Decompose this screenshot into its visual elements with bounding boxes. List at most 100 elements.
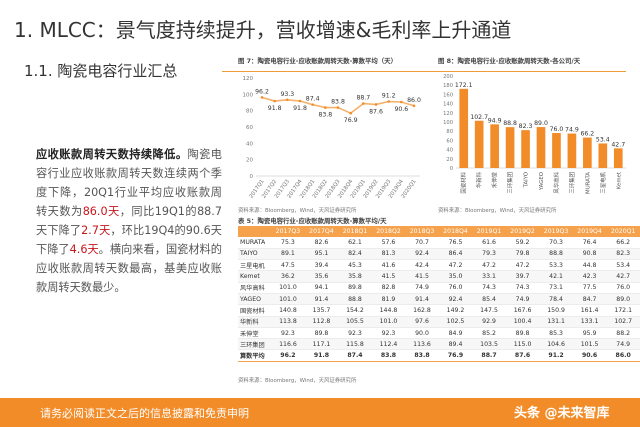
data-label: 83.8 [318,112,332,119]
table-cell: 172.1 [606,304,640,317]
table-cell: 144.8 [371,304,406,317]
body-paragraph: 应收账款周转天数持续降低。陶瓷电容行业应收账款周转天数连续两个季度下降，20Q1… [36,145,222,297]
data-label: 87.6 [369,108,383,115]
table-cell: 82.8 [371,282,406,294]
table-row: 三环集团 116.6 117.1 115.8 112.4 113.6 89.4 103.5 11… [238,338,640,351]
lead-text: 应收账款周转天数持续降低。 [36,148,188,161]
table-cell: 74.3 [505,282,540,294]
table-cell: 84.7 [572,293,607,306]
table-cell: 84.9 [438,327,473,340]
table-cell: 149.2 [438,304,473,317]
table-header-cell: 2017Q4 [304,226,339,237]
table-cell: 89.1 [271,248,305,261]
table-row: 风华高科 101.0 94.1 89.8 82.8 74.9 76.0 74.3 74.3 73.… [238,282,640,294]
table-cell: 92.3 [338,327,372,340]
data-label: 76.9 [344,117,358,124]
table-cell: 103.5 [472,338,506,351]
table-header-cell: 2018Q3 [405,226,439,237]
table-cell: 88.8 [539,248,573,261]
table-cell: 94.1 [304,282,339,294]
table-cell: 35.6 [304,270,339,283]
table-row: TAIYO 89.1 95.1 82.4 81.3 92.4 86.4 79.3 79.8 88.… [238,248,640,261]
table-cell: 73.1 [539,282,573,294]
page-title: 1. MLCC：景气度持续提升，营收增速&毛利率上升通道 [14,18,512,42]
table-cell: 161.4 [572,304,607,317]
bar [459,88,469,168]
y-tick-label: 140 [443,102,453,108]
table5-title: 表 5：陶瓷电容行业-应收账款周转天数-算数平均/天 [238,217,387,225]
highlight-2: 2.7天 [81,224,111,237]
table-row-label: 华新科 [238,316,272,328]
table-header-cell: 2018Q2 [371,226,406,237]
table-cell: 76.4 [572,237,607,249]
table-cell: 83.8 [371,349,406,362]
table-cell: 113.8 [271,316,305,328]
bar [613,148,623,168]
watermark: 头条 @未来智库 [514,406,610,421]
data-label: 94.9 [488,117,502,124]
data-table: 2017Q3 2017Q4 2018Q1 2018Q2 2018Q3 2018Q4 2019… [238,226,640,362]
table-cell: 89.8 [304,327,339,340]
table-cell: 61.6 [472,237,506,249]
y-tick-label: 80 [446,129,453,135]
table-cell: 86.0 [606,349,640,362]
bar [598,143,608,168]
table-header-cell [238,226,272,237]
x-tick-label: MURATA [585,172,591,194]
table-row-label: 禾伸堂 [238,327,272,340]
table-row-label: 三环集团 [238,338,272,351]
y-tick-label: 0 [250,174,254,180]
data-label: 66.2 [580,131,594,138]
data-label: 82.3 [519,123,533,130]
table-cell: 89.0 [606,293,640,306]
x-tick-label: 华新科 [475,171,483,188]
table-cell: 53.4 [606,259,640,272]
table-row: 华新科 113.8 112.8 105.5 101.0 97.6 102.5 92.9 100.… [238,316,640,328]
table-cell: 100.4 [505,316,540,328]
table-cell: 41.5 [405,270,439,283]
table-cell: 45.3 [338,259,372,272]
table-cell: 90.6 [572,349,607,362]
table-cell: 42.4 [405,259,439,272]
y-tick-label: 80 [246,109,253,115]
table-cell: 97.6 [405,316,439,328]
table-row: 三星电机 47.5 39.4 45.3 41.6 42.4 47.2 47.2 47.2 53.3… [238,259,640,272]
table-cell: 115.0 [505,338,540,351]
table-header-cell: 2018Q1 [338,226,372,237]
table-cell: 33.1 [472,270,506,283]
y-tick-label: 180 [443,83,453,89]
table-row: YAGEO 101.0 91.4 88.8 81.9 91.4 92.4 85.4 74.9 78… [238,293,640,306]
table-cell: 81.9 [371,293,406,306]
table-cell: 81.3 [371,248,406,261]
data-label: 88.8 [503,120,517,127]
table-cell: 102.5 [438,316,473,328]
highlight-3: 4.6天 [69,243,99,256]
table-cell: 95.1 [304,248,339,261]
table-cell: 79.8 [505,248,540,261]
table-cell: 101.5 [572,338,607,351]
y-tick-label: 60 [246,125,253,131]
data-point [387,100,390,103]
table-cell: 76.9 [438,349,473,362]
table-cell: 91.8 [304,349,339,362]
table-cell: 101.0 [271,293,305,306]
table-cell: 87.6 [505,349,540,362]
x-tick-label: 国瓷材料 [460,171,468,193]
table-cell: 74.9 [405,282,439,294]
fig8-title: 图 8：陶瓷电容行业-应收账款周转天数-各公司/天 [438,57,581,65]
table-cell: 140.8 [271,304,305,317]
bar [567,133,577,168]
table-cell: 85.2 [472,327,506,340]
table-cell: 70.7 [405,237,439,249]
table-cell: 92.9 [472,316,506,328]
table-cell: 101.0 [371,316,406,328]
table-cell: 47.2 [438,259,473,272]
table-cell: 62.1 [338,237,372,249]
data-label: 96.2 [255,88,269,95]
x-tick-label: Kemet [616,172,622,189]
table-header-cell: 2019Q4 [572,226,607,237]
y-tick-label: 40 [246,141,253,147]
table-cell: 104.6 [539,338,573,351]
data-label: 88.7 [356,95,370,102]
